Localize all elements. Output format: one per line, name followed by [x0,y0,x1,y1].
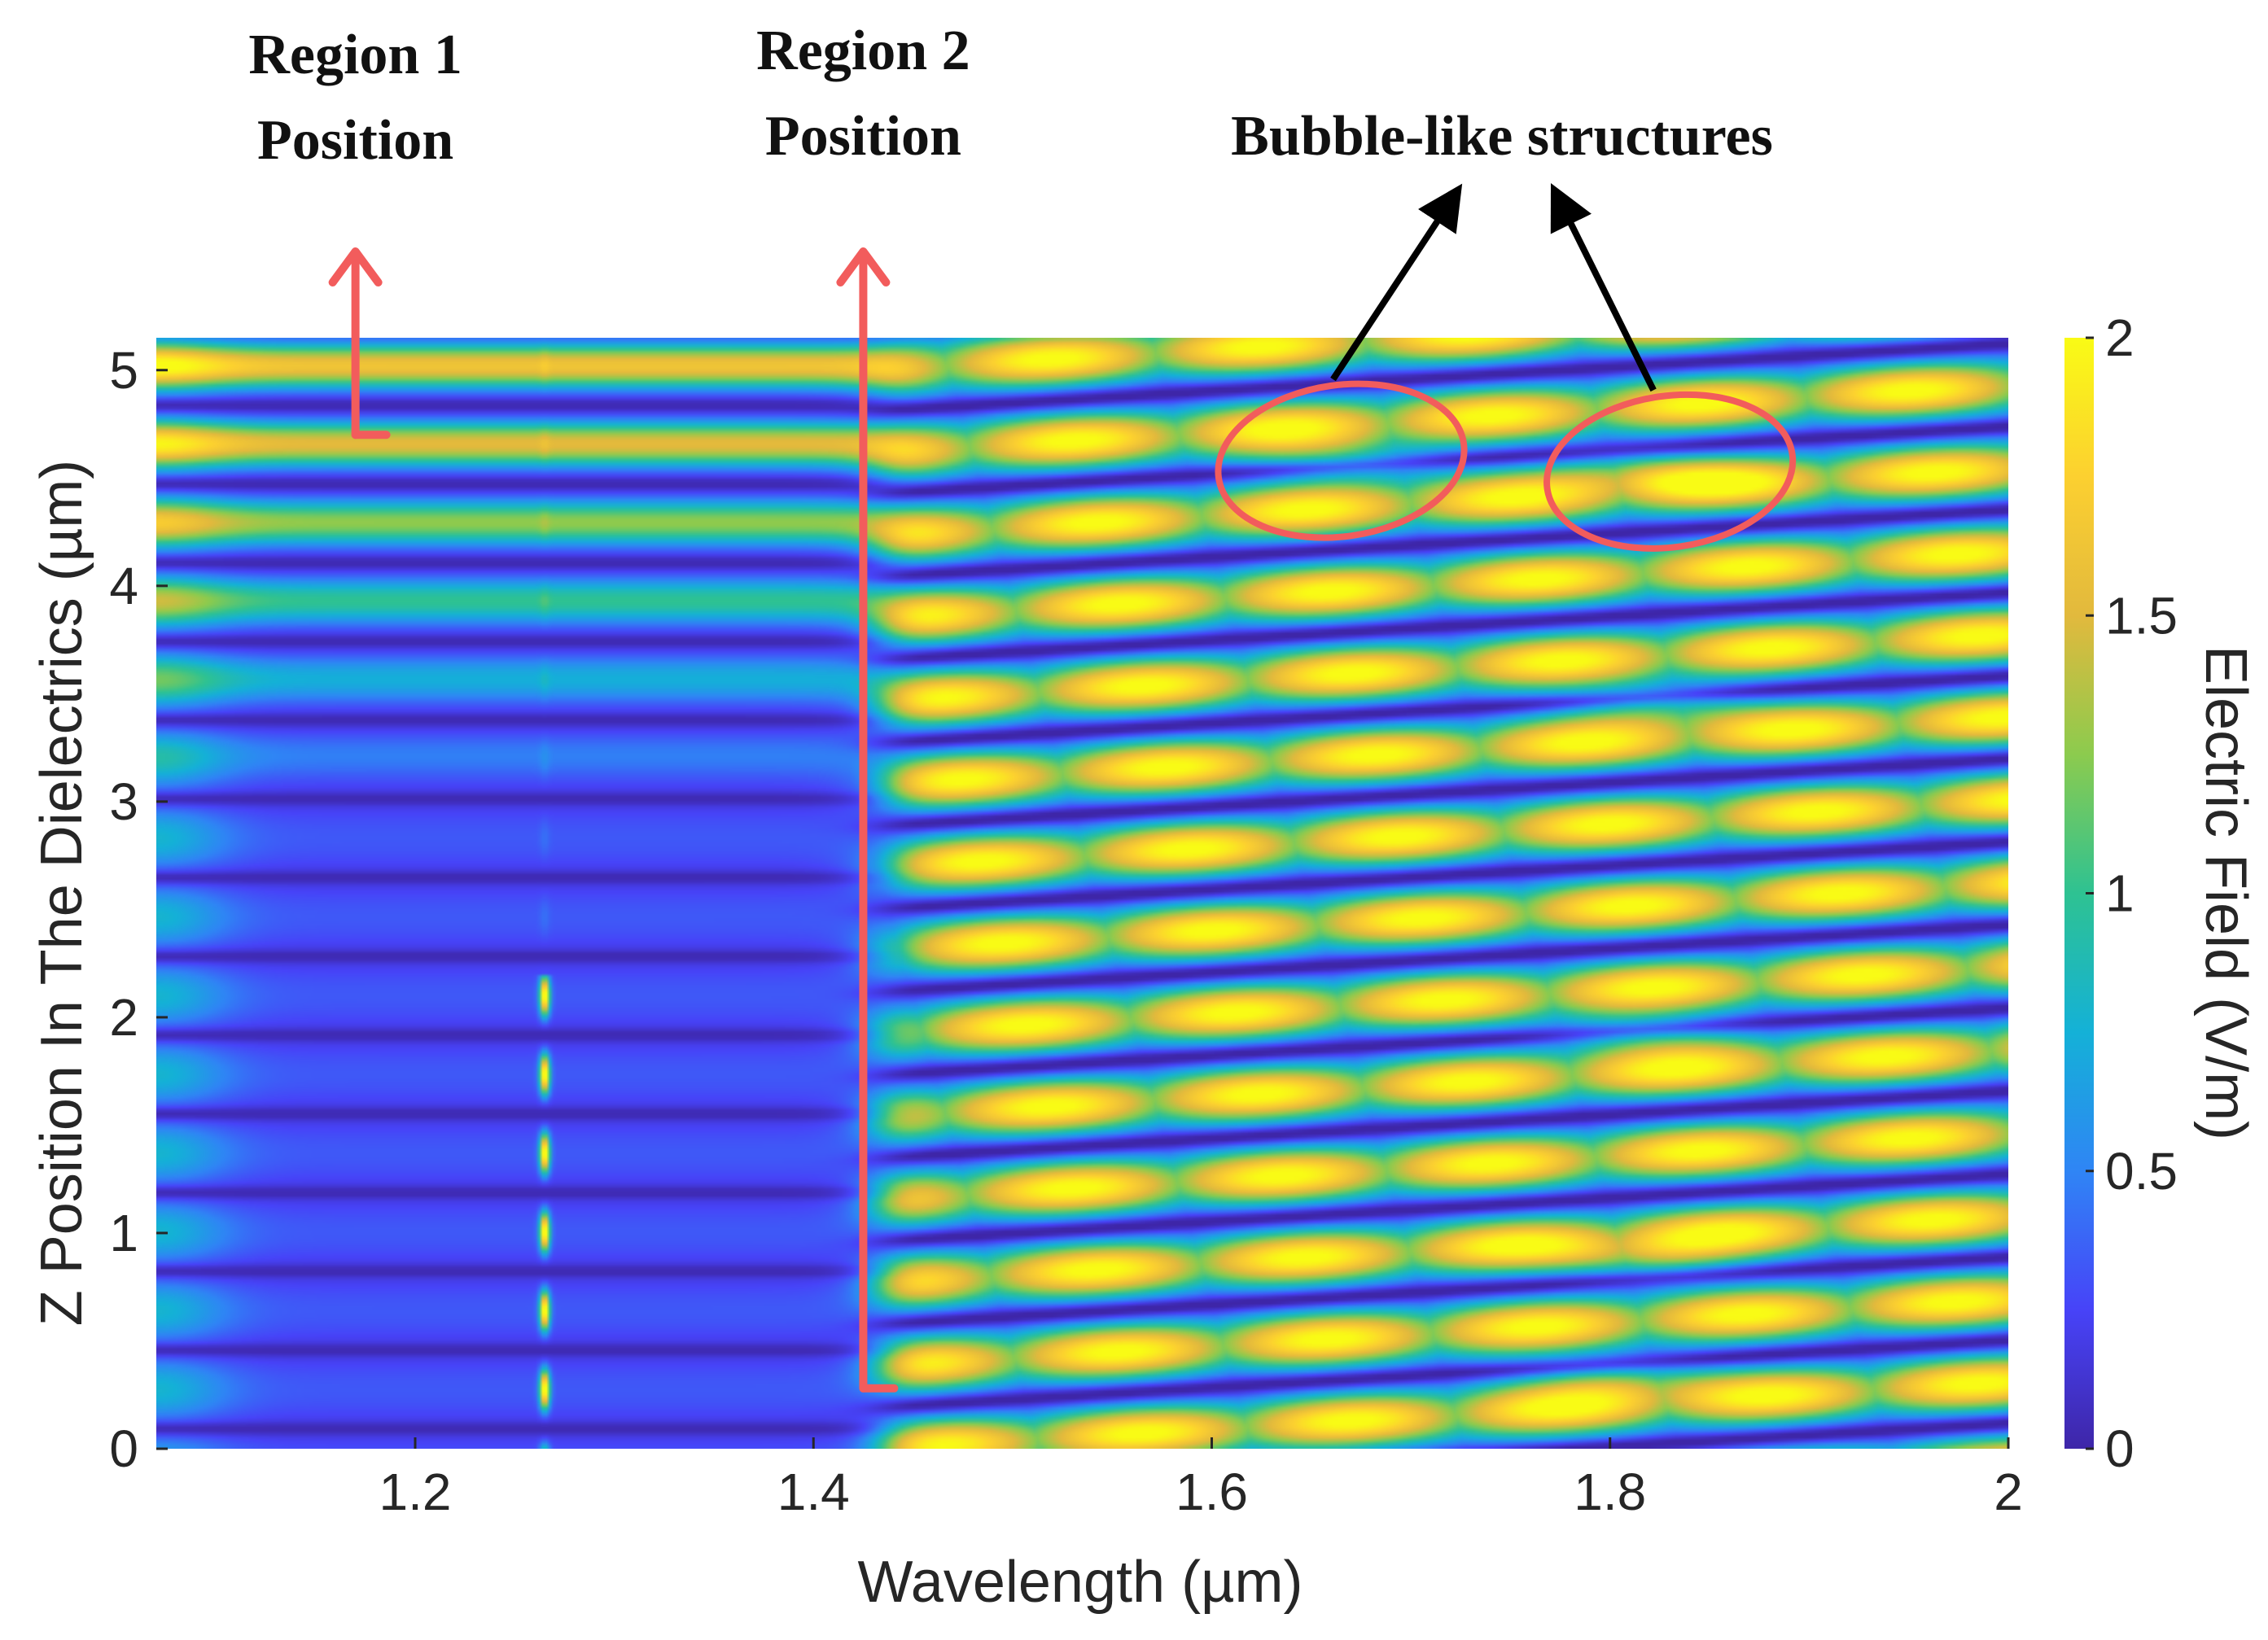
colorbar-tick-label: 0.5 [2105,1142,2178,1200]
bubble-highlight-ellipse [1215,380,1468,541]
colorbar-tick-label: 1 [2105,864,2134,923]
x-tick-label: 1.4 [777,1463,850,1521]
colorbar-tick-label: 1.5 [2105,586,2178,645]
annotation-layer: Region 1 Position Region 2 Position Bubble-l… [248,20,1797,1393]
y-tick-label: 3 [109,772,138,831]
bubble-pointer-arrow [1550,182,1657,392]
y-axis-label: Z Position In The Dielectrics (µm) [29,460,94,1326]
x-tick-label: 1.2 [379,1463,452,1521]
y-tick-label: 5 [109,341,138,400]
colorbar-label: Electric Field (V/m) [2193,645,2258,1140]
region1-label: Position [257,109,453,172]
x-axis-label: Wavelength (µm) [858,1550,1303,1615]
colorbar-tick-label: 2 [2105,308,2134,367]
region1-label: Region 1 [248,24,462,86]
y-tick-label: 4 [109,557,138,615]
region2-arrowhead [836,247,891,286]
colorbar-ticks: 0 0.5 1 1.5 2 [2086,308,2178,1478]
y-tick-label: 1 [109,1204,138,1262]
x-tick-label: 1.8 [1574,1463,1646,1521]
axes: 1.2 1.4 1.6 1.8 2 0 1 2 3 4 5 [109,341,2022,1521]
bubble-highlight-ellipse [1543,391,1797,552]
y-tick-label: 0 [109,1419,138,1478]
x-tick-label: 2 [1994,1463,2023,1521]
region1-arrowhead [328,247,383,286]
region2-label: Region 2 [756,20,970,82]
electric-field-heatmap [156,338,2008,1449]
x-tick-label: 1.6 [1176,1463,1248,1521]
colorbar-tick-label: 0 [2105,1419,2134,1478]
y-tick-label: 2 [109,988,138,1047]
region2-label: Position [765,105,961,168]
bubble-structures-label: Bubble-like structures [1231,105,1773,168]
bubble-pointer-arrow [1330,183,1463,382]
